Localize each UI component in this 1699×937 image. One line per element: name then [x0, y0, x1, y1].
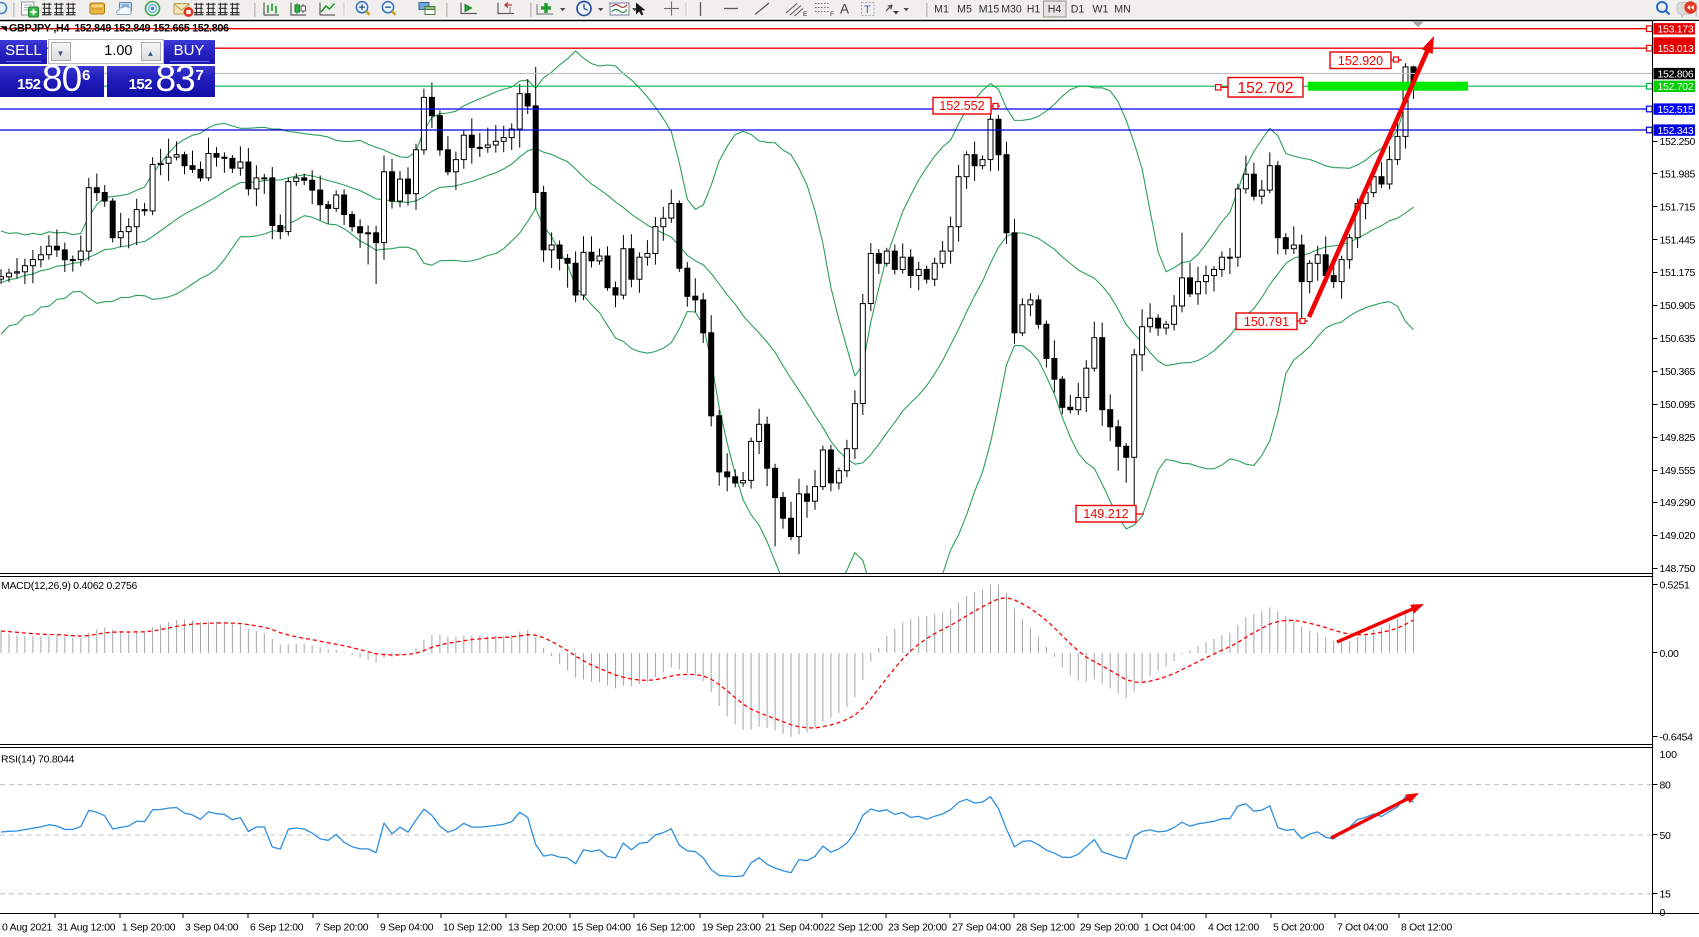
svg-text:151.175: 151.175 — [1660, 267, 1696, 279]
svg-text:22 Sep 12:00: 22 Sep 12:00 — [824, 923, 883, 934]
svg-text:150.095: 150.095 — [1660, 399, 1696, 411]
svg-text:152.920: 152.920 — [1338, 54, 1383, 68]
svg-text:0 Aug 2021: 0 Aug 2021 — [2, 923, 53, 934]
svg-text:M5: M5 — [957, 4, 972, 16]
svg-text:M30: M30 — [1001, 4, 1022, 16]
svg-text:5 Oct 20:00: 5 Oct 20:00 — [1273, 923, 1324, 934]
svg-text:152.702: 152.702 — [1658, 81, 1694, 93]
svg-text:13 Sep 20:00: 13 Sep 20:00 — [508, 923, 567, 934]
svg-text:D1: D1 — [1071, 4, 1085, 16]
svg-text:50: 50 — [1660, 830, 1671, 842]
svg-text:21 Sep 04:00: 21 Sep 04:00 — [765, 923, 824, 934]
svg-text:15: 15 — [1660, 889, 1671, 901]
svg-text:149.825: 149.825 — [1660, 432, 1696, 444]
svg-text:29 Sep 20:00: 29 Sep 20:00 — [1080, 923, 1139, 934]
svg-text:153.013: 153.013 — [1658, 43, 1694, 55]
svg-text:H4: H4 — [1048, 4, 1062, 16]
svg-text:150.905: 150.905 — [1660, 300, 1696, 312]
svg-text:RSI(14) 70.8044: RSI(14) 70.8044 — [1, 755, 75, 766]
svg-text:151.715: 151.715 — [1660, 201, 1696, 213]
svg-text:7 Oct 04:00: 7 Oct 04:00 — [1337, 923, 1388, 934]
svg-text:151.985: 151.985 — [1660, 168, 1696, 180]
svg-text:MACD(12,26,9) 0.4062 0.2756: MACD(12,26,9) 0.4062 0.2756 — [1, 581, 138, 592]
svg-text:F: F — [830, 11, 834, 18]
svg-text:150.791: 150.791 — [1244, 315, 1289, 329]
svg-text:28 Sep 12:00: 28 Sep 12:00 — [1016, 923, 1075, 934]
svg-text:23 Sep 20:00: 23 Sep 20:00 — [888, 923, 947, 934]
svg-text:152.806: 152.806 — [1658, 68, 1694, 80]
svg-text:149.290: 149.290 — [1660, 497, 1696, 509]
svg-text:A: A — [840, 2, 849, 17]
svg-text:1 Oct 04:00: 1 Oct 04:00 — [1144, 923, 1195, 934]
svg-text:0.5251: 0.5251 — [1660, 580, 1691, 592]
svg-text:27 Sep 04:00: 27 Sep 04:00 — [952, 923, 1011, 934]
svg-text:8 Oct 12:00: 8 Oct 12:00 — [1401, 923, 1452, 934]
svg-text:149.020: 149.020 — [1660, 530, 1696, 542]
svg-text:149.212: 149.212 — [1083, 507, 1128, 521]
svg-text:80: 80 — [1660, 779, 1671, 791]
svg-text:9 Sep 04:00: 9 Sep 04:00 — [380, 923, 434, 934]
svg-text:4 Oct 12:00: 4 Oct 12:00 — [1208, 923, 1259, 934]
svg-text:6 Sep 12:00: 6 Sep 12:00 — [250, 923, 304, 934]
svg-text:GBPJPY-,H4 152.849 152.849 15: GBPJPY-,H4 152.849 152.849 152.665 152.8… — [9, 23, 229, 35]
svg-text:152.552: 152.552 — [939, 99, 984, 113]
svg-text:152.515: 152.515 — [1658, 104, 1694, 116]
svg-text:E: E — [803, 11, 808, 18]
svg-text:M1: M1 — [934, 4, 949, 16]
svg-text:W1: W1 — [1093, 4, 1109, 16]
svg-text:M15: M15 — [979, 4, 1000, 16]
svg-text:T: T — [864, 4, 871, 16]
svg-text:16 Sep 12:00: 16 Sep 12:00 — [636, 923, 695, 934]
svg-text:150.635: 150.635 — [1660, 333, 1696, 345]
svg-text:153.173: 153.173 — [1658, 24, 1694, 36]
svg-text:MN: MN — [1114, 4, 1130, 16]
svg-text:0.00: 0.00 — [1660, 648, 1680, 660]
svg-text:15 Sep 04:00: 15 Sep 04:00 — [572, 923, 631, 934]
svg-text:7 Sep 20:00: 7 Sep 20:00 — [315, 923, 369, 934]
svg-text:152.250: 152.250 — [1660, 136, 1696, 148]
svg-text:148.750: 148.750 — [1660, 563, 1696, 575]
svg-text:0: 0 — [1660, 907, 1666, 919]
svg-text:152.343: 152.343 — [1658, 125, 1694, 137]
svg-text:152.702: 152.702 — [1237, 80, 1293, 97]
svg-text:19 Sep 23:00: 19 Sep 23:00 — [702, 923, 761, 934]
svg-text:31 Aug 12:00: 31 Aug 12:00 — [57, 923, 116, 934]
svg-text:149.555: 149.555 — [1660, 465, 1696, 477]
svg-text:H1: H1 — [1027, 4, 1041, 16]
svg-text:151.445: 151.445 — [1660, 234, 1696, 246]
svg-text:3 Sep 04:00: 3 Sep 04:00 — [185, 923, 239, 934]
svg-text:1 Sep 20:00: 1 Sep 20:00 — [122, 923, 176, 934]
svg-text:10 Sep 12:00: 10 Sep 12:00 — [443, 923, 502, 934]
svg-text:-0.6454: -0.6454 — [1660, 732, 1694, 744]
svg-text:150.365: 150.365 — [1660, 366, 1696, 378]
svg-text:100: 100 — [1660, 749, 1678, 761]
